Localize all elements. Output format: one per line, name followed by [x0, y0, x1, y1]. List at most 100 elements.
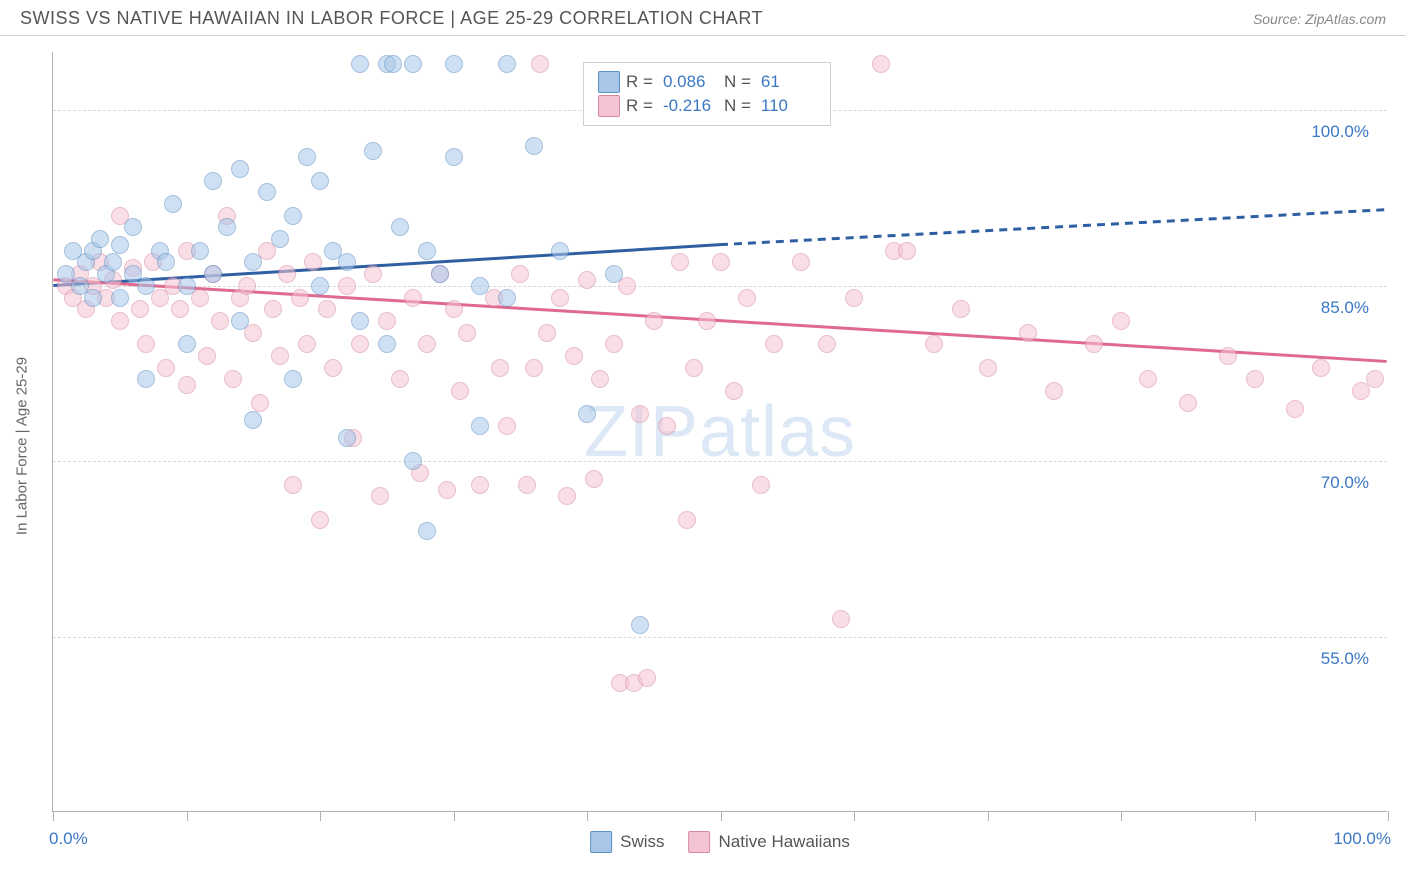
scatter-point-b	[1286, 400, 1304, 418]
scatter-point-a	[284, 370, 302, 388]
scatter-point-b	[171, 300, 189, 318]
scatter-point-b	[284, 476, 302, 494]
scatter-point-a	[525, 137, 543, 155]
scatter-point-b	[752, 476, 770, 494]
scatter-point-b	[538, 324, 556, 342]
x-tick	[454, 811, 455, 821]
scatter-point-b	[324, 359, 342, 377]
scatter-point-a	[111, 236, 129, 254]
scatter-point-b	[698, 312, 716, 330]
scatter-point-b	[318, 300, 336, 318]
x-tick	[1121, 811, 1122, 821]
bottom-legend: Swiss Native Hawaiians	[590, 831, 850, 853]
scatter-point-b	[178, 376, 196, 394]
scatter-point-b	[438, 481, 456, 499]
scatter-point-a	[384, 55, 402, 73]
scatter-point-b	[338, 277, 356, 295]
scatter-point-b	[1179, 394, 1197, 412]
scatter-point-b	[418, 335, 436, 353]
scatter-point-b	[518, 476, 536, 494]
scatter-point-b	[551, 289, 569, 307]
y-tick-label: 55.0%	[1321, 649, 1369, 669]
gridline-h	[53, 637, 1387, 638]
scatter-point-b	[491, 359, 509, 377]
y-tick-label: 100.0%	[1311, 122, 1369, 142]
source-label: Source: ZipAtlas.com	[1253, 11, 1386, 27]
r-value-a: 0.086	[663, 72, 718, 92]
scatter-point-b	[645, 312, 663, 330]
x-tick	[988, 811, 989, 821]
scatter-point-a	[498, 55, 516, 73]
scatter-point-a	[218, 218, 236, 236]
scatter-point-a	[631, 616, 649, 634]
scatter-point-a	[418, 522, 436, 540]
trend-lines-layer	[53, 52, 1387, 811]
stats-legend-box: R = 0.086 N = 61 R = -0.216 N = 110	[583, 62, 831, 126]
scatter-point-b	[511, 265, 529, 283]
x-tick	[854, 811, 855, 821]
scatter-point-b	[658, 417, 676, 435]
r-label-a: R =	[626, 72, 653, 92]
scatter-point-b	[638, 669, 656, 687]
n-label-a: N =	[724, 72, 751, 92]
r-label-b: R =	[626, 96, 653, 116]
scatter-point-b	[898, 242, 916, 260]
scatter-point-b	[765, 335, 783, 353]
scatter-point-a	[445, 148, 463, 166]
scatter-point-a	[471, 277, 489, 295]
scatter-point-a	[137, 370, 155, 388]
x-tick	[587, 811, 588, 821]
scatter-point-a	[364, 142, 382, 160]
scatter-point-b	[111, 312, 129, 330]
scatter-point-a	[378, 335, 396, 353]
scatter-point-b	[818, 335, 836, 353]
scatter-point-b	[264, 300, 282, 318]
scatter-point-a	[124, 218, 142, 236]
scatter-point-b	[458, 324, 476, 342]
bottom-legend-item-a: Swiss	[590, 831, 664, 853]
scatter-point-b	[1219, 347, 1237, 365]
stats-legend-row-b: R = -0.216 N = 110	[598, 95, 816, 117]
scatter-point-b	[371, 487, 389, 505]
scatter-point-b	[238, 277, 256, 295]
x-axis-min-label: 0.0%	[49, 829, 88, 849]
scatter-point-b	[678, 511, 696, 529]
scatter-point-b	[391, 370, 409, 388]
scatter-point-a	[404, 452, 422, 470]
scatter-point-a	[311, 277, 329, 295]
scatter-point-a	[178, 277, 196, 295]
scatter-point-b	[1139, 370, 1157, 388]
scatter-point-b	[378, 312, 396, 330]
scatter-point-a	[231, 160, 249, 178]
x-tick	[187, 811, 188, 821]
scatter-point-a	[91, 230, 109, 248]
scatter-point-a	[445, 55, 463, 73]
scatter-point-b	[738, 289, 756, 307]
scatter-point-b	[451, 382, 469, 400]
scatter-point-b	[251, 394, 269, 412]
scatter-point-b	[304, 253, 322, 271]
scatter-point-a	[431, 265, 449, 283]
x-tick	[721, 811, 722, 821]
scatter-point-a	[404, 55, 422, 73]
scatter-point-b	[278, 265, 296, 283]
scatter-point-b	[1045, 382, 1063, 400]
x-tick	[1255, 811, 1256, 821]
scatter-point-b	[952, 300, 970, 318]
scatter-point-b	[198, 347, 216, 365]
scatter-point-b	[725, 382, 743, 400]
scatter-point-a	[204, 265, 222, 283]
scatter-point-b	[271, 347, 289, 365]
scatter-point-b	[498, 417, 516, 435]
scatter-point-a	[244, 253, 262, 271]
scatter-point-b	[832, 610, 850, 628]
scatter-point-b	[979, 359, 997, 377]
scatter-point-a	[191, 242, 209, 260]
scatter-point-b	[531, 55, 549, 73]
bottom-swatch-b	[689, 831, 711, 853]
scatter-point-b	[471, 476, 489, 494]
bottom-legend-item-b: Native Hawaiians	[689, 831, 850, 853]
scatter-point-a	[204, 172, 222, 190]
chart-plot-area: ZIPatlas 55.0%70.0%85.0%100.0% 0.0% 100.…	[52, 52, 1387, 812]
scatter-point-b	[311, 511, 329, 529]
